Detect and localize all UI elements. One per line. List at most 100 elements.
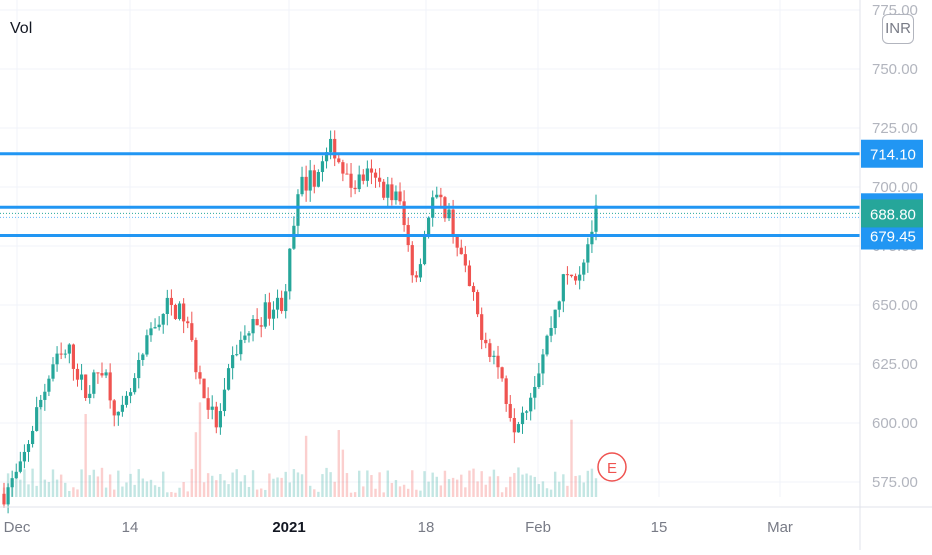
volume-bar <box>439 485 443 497</box>
candle-body <box>524 411 529 413</box>
candle-body <box>210 406 214 410</box>
volume-bar <box>500 492 504 497</box>
volume-bar <box>325 467 328 497</box>
candle-body <box>247 333 251 336</box>
y-tick-label: 625.00 <box>872 356 918 373</box>
x-tick-label: 15 <box>651 519 668 536</box>
candle-body <box>300 176 304 195</box>
candle-body <box>165 297 169 314</box>
volume-bar <box>23 469 26 497</box>
volume-bar <box>149 479 153 497</box>
candle-body <box>557 301 561 310</box>
candle-body <box>520 412 525 425</box>
volume-bar <box>157 486 161 497</box>
volume-bar <box>272 478 275 497</box>
candle-body <box>467 265 472 287</box>
candle-body <box>320 161 325 173</box>
candle-body <box>312 170 316 187</box>
candle-body <box>243 335 247 340</box>
volume-bar <box>517 467 520 497</box>
volume-bar <box>166 492 169 497</box>
candle-body <box>226 368 231 390</box>
horizontal-lines <box>0 152 860 237</box>
event-markers: E <box>597 452 627 482</box>
volume-bar <box>451 477 455 497</box>
candle-body <box>459 247 463 255</box>
volume-bar <box>304 435 308 497</box>
candle-body <box>194 340 198 373</box>
candle-body <box>51 364 55 379</box>
volume-bar <box>386 470 389 497</box>
candle-body <box>120 404 124 412</box>
volume-bar <box>47 481 51 497</box>
volume-bar <box>104 487 108 497</box>
volume-bar <box>190 468 194 497</box>
volume-bar <box>480 471 483 497</box>
candle-body <box>55 353 59 365</box>
price-level-badge-label: 679.45 <box>870 228 916 245</box>
volume-bar <box>211 475 214 497</box>
volume-bar <box>268 473 271 497</box>
volume-bars <box>2 402 598 497</box>
candle-body <box>88 393 92 398</box>
volume-bar <box>296 472 300 497</box>
candle-body <box>484 339 488 344</box>
candle-body <box>333 138 337 159</box>
candle-body <box>67 344 71 354</box>
volume-bar <box>137 469 140 497</box>
volume-bar <box>329 472 332 497</box>
currency-badge[interactable]: INR <box>882 14 914 44</box>
volume-bar <box>362 486 365 497</box>
x-tick-label: Mar <box>767 519 793 536</box>
candle-body <box>427 217 431 237</box>
candle-body <box>341 162 345 174</box>
candle-body <box>26 444 31 452</box>
volume-bar <box>251 470 255 497</box>
y-tick-label: 750.00 <box>872 61 918 78</box>
candle-body <box>561 274 565 302</box>
candle-body <box>582 262 586 275</box>
candle-body <box>43 391 47 400</box>
candle-body <box>549 328 553 336</box>
volume-bar <box>566 485 569 497</box>
volume-bar <box>288 482 291 497</box>
candle-body <box>451 209 455 236</box>
candle-body <box>569 274 574 277</box>
volume-bar <box>345 473 349 497</box>
volume-bar <box>427 481 430 497</box>
candle-body <box>480 314 484 340</box>
volume-bar <box>492 469 496 497</box>
volume-bar <box>92 469 96 497</box>
y-tick-label: 725.00 <box>872 120 918 137</box>
candle-body <box>153 327 157 329</box>
candle-body <box>190 323 194 341</box>
volume-bar <box>243 475 247 497</box>
candle-body <box>30 430 35 445</box>
candle-body <box>145 335 149 355</box>
candle-body <box>275 297 280 310</box>
candle-body <box>267 302 271 319</box>
candle-body <box>504 378 508 404</box>
candle-body <box>594 205 598 232</box>
volume-bar <box>206 473 210 497</box>
volume-bar <box>72 487 75 497</box>
volume-bar <box>264 489 267 497</box>
volume-bar <box>333 481 336 497</box>
candle-body <box>292 225 296 249</box>
y-tick-label: 700.00 <box>872 179 918 196</box>
candle-body <box>316 172 320 187</box>
volume-bar <box>182 482 185 497</box>
volume-bar <box>484 484 487 497</box>
candle-body <box>35 407 39 431</box>
candle-body <box>516 424 521 433</box>
volume-bar <box>549 489 553 497</box>
last-price-badge-label: 688.80 <box>870 206 916 223</box>
candle-body <box>439 194 443 198</box>
candle-body <box>410 245 414 276</box>
volume-bar <box>509 476 512 497</box>
candle-body <box>324 152 329 162</box>
volume-bar <box>300 474 304 497</box>
last-price-badge-box <box>861 199 923 228</box>
